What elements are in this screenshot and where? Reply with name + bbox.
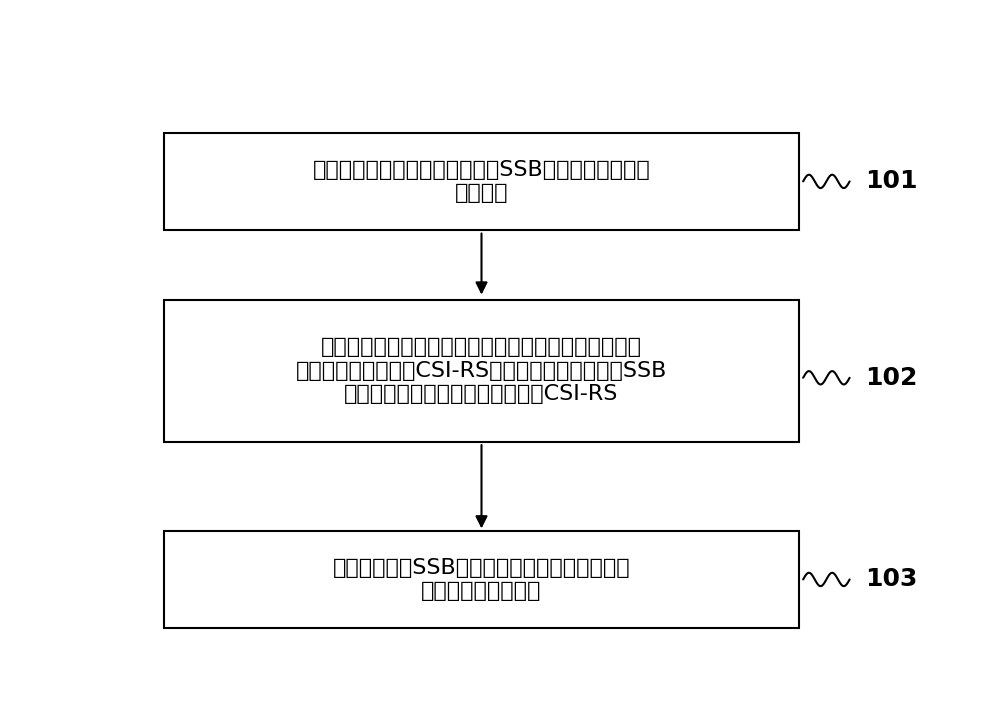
Text: 波束向所述目标终端发送所述目标CSI-RS: 波束向所述目标终端发送所述目标CSI-RS	[344, 384, 619, 404]
Text: 业务信息和控制信令: 业务信息和控制信令	[421, 581, 542, 601]
Text: 接收目标终端发送的携带有第一SSB波束的标识信息的: 接收目标终端发送的携带有第一SSB波束的标识信息的	[313, 160, 650, 180]
Text: 接入请求: 接入请求	[455, 183, 508, 203]
Bar	[164, 300, 799, 442]
Text: 103: 103	[865, 568, 918, 591]
Text: 在已接入的终端的数量不超过门限阈值的情况下，为所: 在已接入的终端的数量不超过门限阈值的情况下，为所	[321, 338, 642, 357]
Text: 102: 102	[865, 366, 918, 390]
Bar	[164, 133, 799, 230]
Text: 述目标终端分配目标CSI-RS资源，并通过所述第一SSB: 述目标终端分配目标CSI-RS资源，并通过所述第一SSB	[296, 361, 667, 381]
Bar	[164, 531, 799, 628]
Text: 通过所述第一SSB波束向所述目标终端发送下行: 通过所述第一SSB波束向所述目标终端发送下行	[333, 557, 630, 578]
Text: 101: 101	[865, 169, 918, 193]
